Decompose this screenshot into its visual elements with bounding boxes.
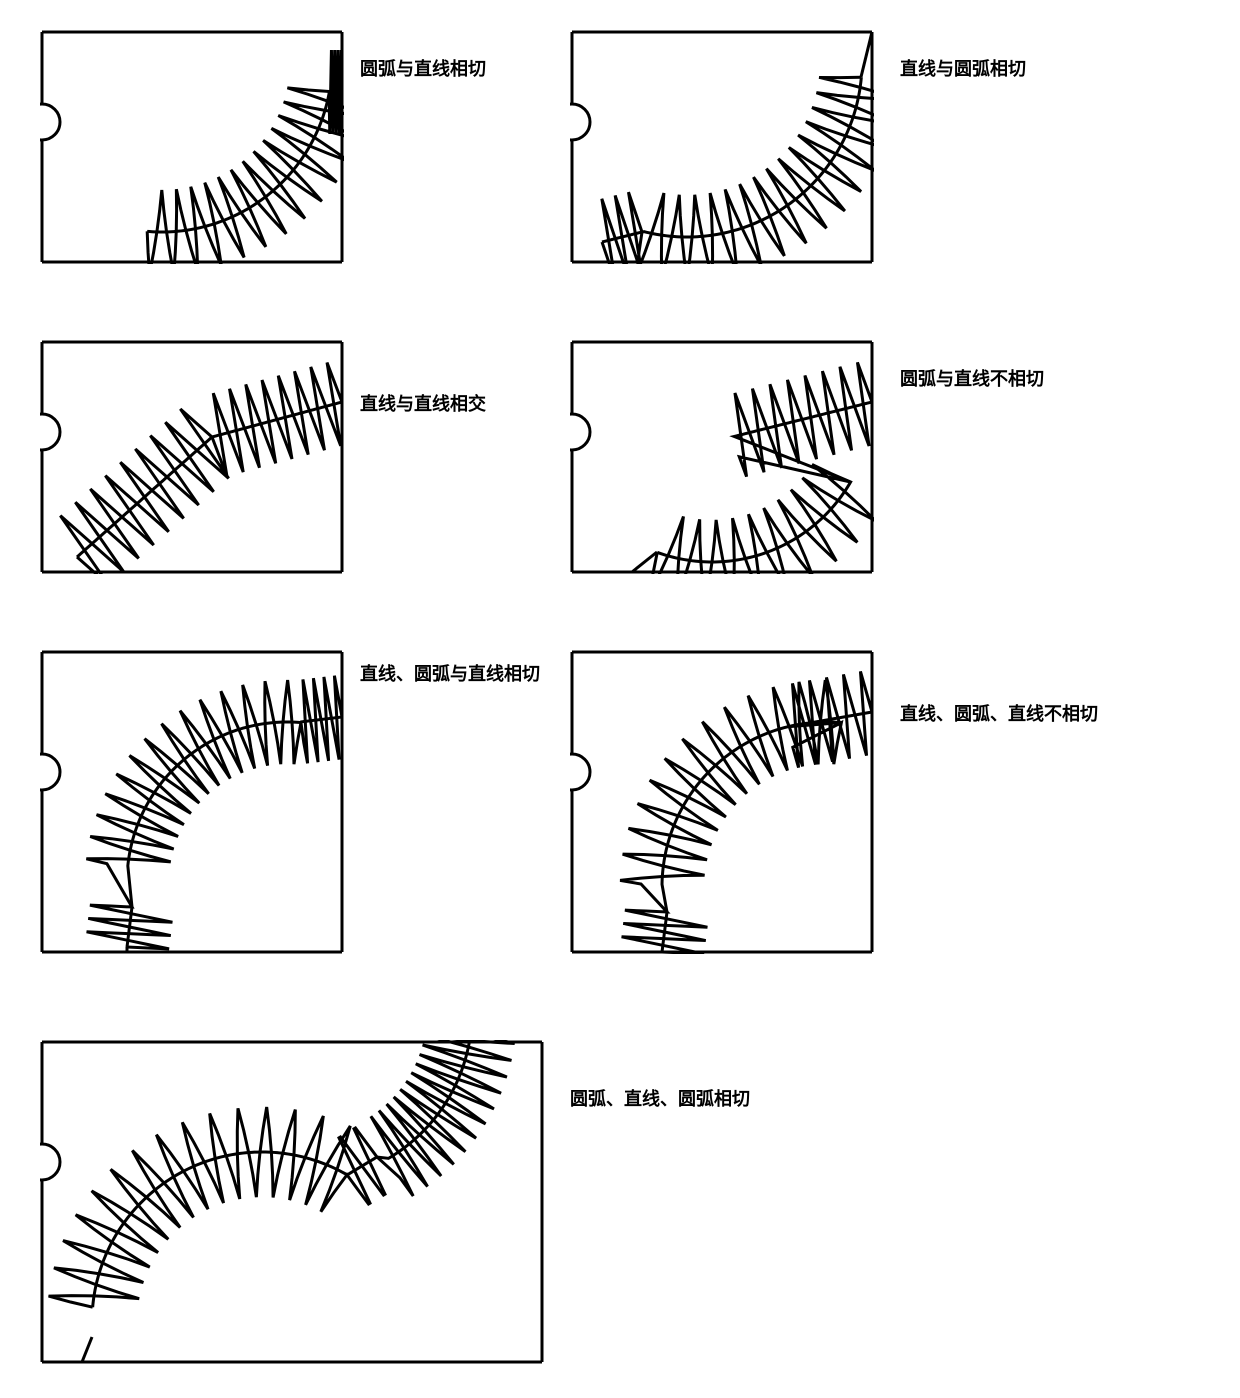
- diagram-label: 圆弧与直线相切: [360, 55, 486, 81]
- circuit-diagram: −+: [40, 1040, 544, 1364]
- diagram-d5: −+: [40, 650, 344, 959]
- diagram-d4: −+: [570, 340, 874, 579]
- diagram-label: 直线与直线相交: [360, 390, 486, 416]
- diagram-canvas: −+ 圆弧与直线相切 −+ 直线与圆弧相切 −+ 直线与直线相交 −+ 圆弧与直线不相切 −+ 直…: [0, 0, 1240, 1398]
- diagram-d2: −+: [570, 30, 874, 269]
- circuit-diagram: −+: [40, 650, 344, 954]
- diagram-d1: −+: [40, 30, 344, 269]
- circuit-diagram: −+: [570, 340, 874, 574]
- diagram-d6: −+: [570, 650, 874, 959]
- diagram-label: 直线、圆弧与直线相切: [360, 660, 540, 686]
- diagram-label: 直线与圆弧相切: [900, 55, 1026, 81]
- diagram-label: 圆弧与直线不相切: [900, 365, 1044, 391]
- diagram-label: 直线、圆弧、直线不相切: [900, 700, 1098, 726]
- circuit-diagram: −+: [40, 340, 344, 574]
- circuit-diagram: −+: [40, 30, 344, 264]
- diagram-d7: −+: [40, 1040, 544, 1369]
- circuit-diagram: −+: [570, 30, 874, 264]
- diagram-d3: −+: [40, 340, 344, 579]
- circuit-diagram: −+: [570, 650, 874, 954]
- diagram-label: 圆弧、直线、圆弧相切: [570, 1085, 750, 1111]
